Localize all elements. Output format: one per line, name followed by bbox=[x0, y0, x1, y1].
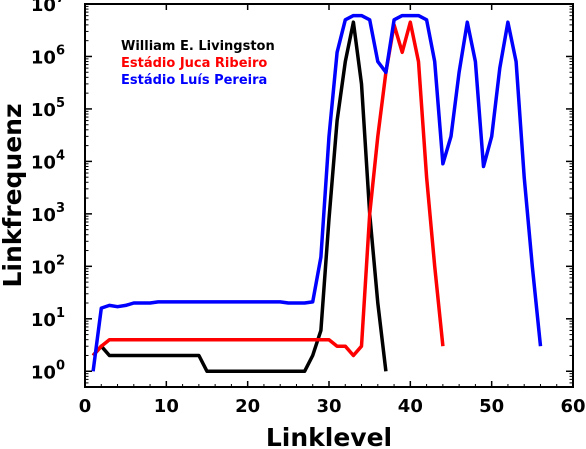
y-tick-label: 106 bbox=[31, 43, 65, 68]
y-tick-label: 100 bbox=[31, 358, 65, 383]
legend-entry-2: Estádio Juca Ribeiro bbox=[121, 56, 267, 71]
y-tick-label: 107 bbox=[31, 0, 65, 16]
series-line-1 bbox=[91, 20, 388, 374]
series-layer bbox=[91, 13, 543, 374]
y-tick-label: 101 bbox=[31, 306, 65, 331]
legend-entry-1: William E. Livingston bbox=[121, 39, 275, 54]
y-tick-label: 104 bbox=[31, 148, 65, 173]
x-tick-label: 30 bbox=[316, 396, 341, 417]
series-line-3 bbox=[91, 13, 543, 372]
legend-entry-3: Estádio Luís Pereira bbox=[121, 73, 267, 88]
x-tick-label: 10 bbox=[154, 396, 179, 417]
x-tick-label: 20 bbox=[235, 396, 260, 417]
x-axis-title: Linklevel bbox=[266, 423, 392, 449]
y-tick-label: 105 bbox=[31, 96, 65, 121]
x-axis-ticks: 0 10 20 30 40 50 60 bbox=[79, 4, 586, 417]
x-tick-label: 40 bbox=[398, 396, 423, 417]
y-tick-label: 103 bbox=[31, 201, 65, 226]
y-axis-title: Linkfrequenz bbox=[0, 103, 27, 287]
x-tick-label: 0 bbox=[79, 396, 92, 417]
series-line-2 bbox=[91, 20, 445, 358]
x-tick-label: 60 bbox=[560, 396, 585, 417]
y-axis-ticks: 100 101 102 103 104 105 106 107 bbox=[31, 0, 573, 384]
legend: William E. Livingston Estádio Juca Ribeir… bbox=[121, 39, 275, 88]
y-tick-label: 102 bbox=[31, 253, 65, 278]
x-tick-label: 50 bbox=[479, 396, 504, 417]
